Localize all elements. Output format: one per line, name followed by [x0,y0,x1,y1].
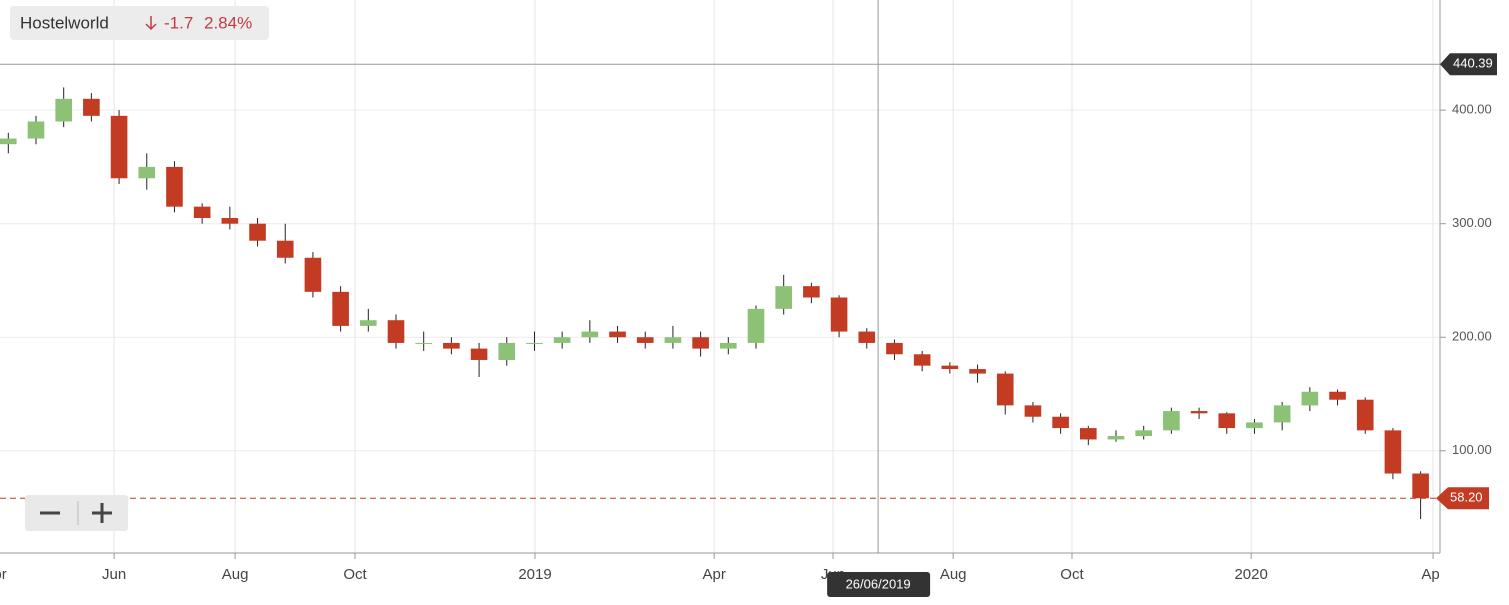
x-tick-label: Oct [343,566,367,583]
candle-body [747,308,765,343]
candle-body [581,331,599,338]
candle-body [83,98,100,116]
x-axis-labels: AprJunAugOct2019AprJunAugOct2020Apr [0,566,1444,583]
candle-body [1052,416,1069,429]
candle-body [1024,405,1042,417]
candle-body [443,342,460,349]
x-tick-label: 2020 [1234,566,1267,583]
x-tick-label: Apr [0,566,7,583]
x-tick-label: Aug [940,566,967,583]
x-tick-label: Oct [1060,566,1084,583]
x-tick-label: 2019 [518,566,551,583]
candle-body [886,342,903,355]
candle-body [1218,413,1236,429]
crosshair-date-box [827,572,931,597]
candle-body [304,257,322,292]
candle-body [1190,411,1208,414]
y-tick-label: 100.00 [1452,442,1492,457]
candle-body [138,166,156,179]
candle-body [636,337,654,343]
candle-body [609,331,626,338]
x-tick-label: Jun [102,566,126,583]
x-tick-label: Apr [703,566,726,583]
candle-body [996,373,1014,406]
candle-body [720,342,737,349]
candle-body [55,98,72,122]
candle-body [803,286,820,298]
candle-body [913,354,931,366]
candle-body [387,320,405,343]
candle-body [249,223,266,241]
y-tick-label: 400.00 [1452,102,1492,117]
candle-body [1107,436,1125,440]
y-tick-label: 300.00 [1452,215,1492,230]
candle-body [775,286,792,309]
zoom-in[interactable] [79,495,128,531]
candle-body [221,218,239,224]
candle-body [193,206,211,219]
candle-body [276,240,294,258]
candle-body [858,331,876,343]
candle-body [1273,405,1291,423]
candle-body [1384,430,1402,474]
candle-body [1080,428,1097,440]
candle-body [1329,391,1346,400]
zoom-out[interactable] [25,495,77,531]
candle-body [498,342,516,360]
candle-body [553,337,571,343]
candle-body [941,365,959,370]
crosshair-date-label: 26/06/2019 [846,576,911,591]
candle-body [415,342,432,344]
down-arrow [145,16,157,31]
stock-name: Hostelworld [20,13,109,32]
last-price-label: 58.20 [1450,490,1483,505]
candle-body [360,320,377,326]
candle-body [830,297,848,332]
crosshair-price-tag [1440,53,1497,76]
candle-body [332,291,349,326]
candle-body [0,138,17,145]
change-pct: 2.84% [204,13,252,32]
candle-body [526,342,543,344]
candle-body [692,337,709,349]
candle-body [1246,422,1263,429]
crosshair-price-label: 440.39 [1453,56,1493,71]
title-box [10,6,269,40]
x-tick-label: Apr [1421,566,1444,583]
last-price-tag [1436,487,1489,510]
zoom-controls [25,495,128,531]
x-tick-label: Aug [222,566,249,583]
candle-body [1356,399,1374,431]
candle-body [969,369,986,374]
candle-body [664,337,682,343]
change: -1.7 [164,13,193,32]
candle-body [1412,473,1429,499]
candle-body [1301,391,1319,406]
candle-body [470,348,488,360]
candle-body [27,121,45,139]
candle-body [110,115,128,179]
candle-body [166,166,183,207]
candle-body [1163,411,1180,431]
y-tick-label: 200.00 [1452,329,1492,344]
candle-body [1135,430,1152,437]
